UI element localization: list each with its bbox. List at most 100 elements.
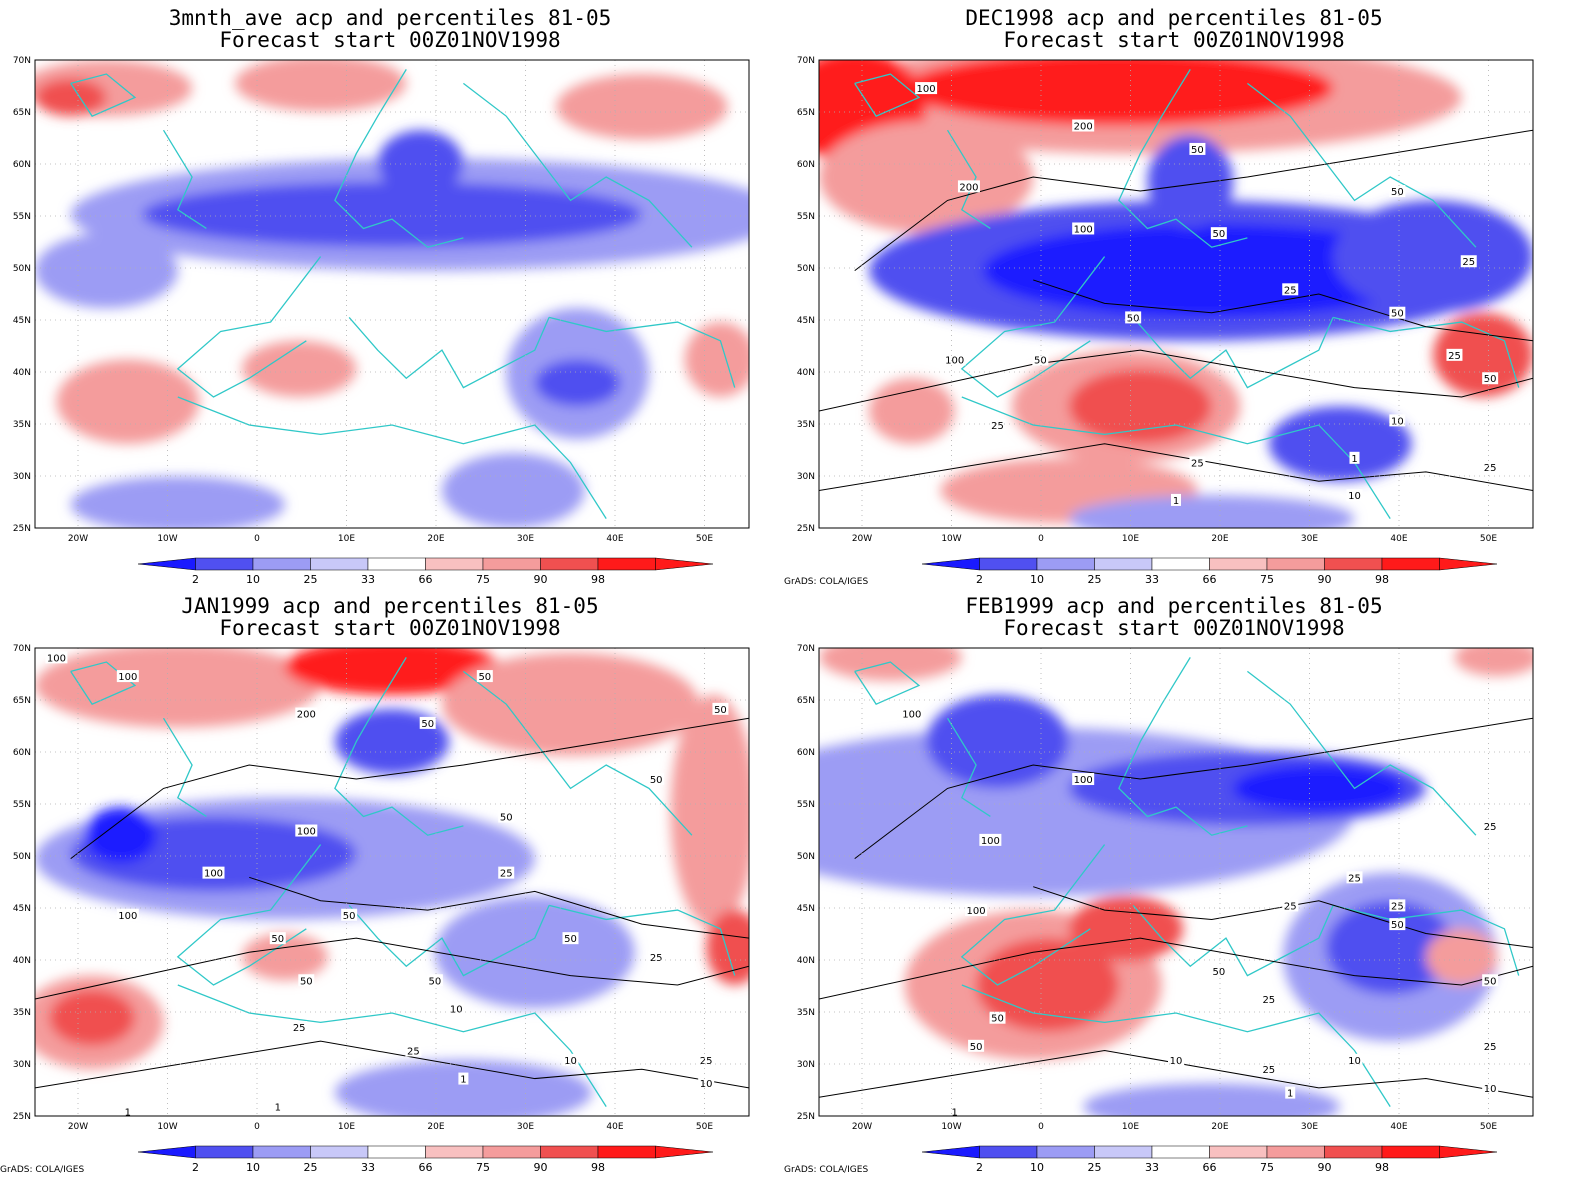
colorbar-segment xyxy=(1266,1145,1325,1159)
coastline xyxy=(177,396,607,519)
latitude-tick-label: 25N xyxy=(797,1112,815,1122)
contour-line xyxy=(35,937,749,1000)
colorbar-label: 25 xyxy=(304,1161,318,1174)
latitude-tick-label: 30N xyxy=(797,1060,815,1070)
latitude-tick-label: 50N xyxy=(13,852,31,862)
contour-line xyxy=(819,1049,1533,1098)
coastlines xyxy=(70,69,736,519)
colorbar-label: 66 xyxy=(419,573,433,586)
contour-line xyxy=(1033,279,1533,342)
latitude-tick-label: 40N xyxy=(797,368,815,378)
anomaly-region xyxy=(434,896,635,1009)
anomaly-region xyxy=(234,60,407,112)
anomaly-region xyxy=(56,359,200,444)
coastline xyxy=(177,984,607,1107)
contour-label: 50 xyxy=(421,719,434,730)
contour-label: 50 xyxy=(1034,356,1047,367)
contour-label: 100 xyxy=(47,653,66,664)
longitude-tick-label: 50E xyxy=(696,1122,713,1132)
contour-label: 10 xyxy=(1348,1056,1361,1067)
contour-labels: 100 200 200 50 100 50 50 25 25 50 50 100 50 25 50 10 25 2… xyxy=(915,82,1499,507)
colorbar-segment xyxy=(1036,1145,1095,1159)
contour-label: 50 xyxy=(1212,229,1225,240)
colorbar-segment xyxy=(195,557,254,571)
contour-label: 100 xyxy=(1074,775,1093,786)
latitude-tick-label: 55N xyxy=(13,212,31,222)
colorbar-label: 25 xyxy=(304,573,318,586)
contour-label: 10 xyxy=(1170,1056,1183,1067)
longitude-tick-label: 20E xyxy=(427,1122,444,1132)
latitude-tick-label: 35N xyxy=(797,420,815,430)
colorbar-segment xyxy=(540,557,599,571)
colorbar-arrow-high xyxy=(655,1145,714,1159)
contour-label: 50 xyxy=(1484,374,1497,385)
latitude-tick-label: 65N xyxy=(13,108,31,118)
coastline xyxy=(176,256,322,398)
contour-label: 50 xyxy=(1391,309,1404,320)
latitude-tick-label: 50N xyxy=(797,852,815,862)
latitude-tick-label: 60N xyxy=(13,748,31,758)
colorbar-label: 90 xyxy=(1318,573,1332,586)
coastline xyxy=(334,657,464,836)
longitude-tick-label: 10E xyxy=(338,1122,355,1132)
contour-line xyxy=(249,876,749,939)
longitude-tick-label: 40E xyxy=(1390,534,1407,544)
contour-label: 50 xyxy=(1191,145,1204,156)
panel-title: DEC1998 acp and percentiles 81-05 xyxy=(965,6,1383,30)
coastline xyxy=(334,69,464,248)
contour-label: 50 xyxy=(564,934,577,945)
contour-label: 10 xyxy=(564,1056,577,1067)
contour-line xyxy=(819,443,1533,492)
latitude-tick-label: 70N xyxy=(13,56,31,66)
contour-label: 1 xyxy=(1351,454,1357,465)
coastline xyxy=(854,73,921,117)
colorbar-segment xyxy=(252,557,311,571)
contour-lines xyxy=(819,717,1533,1098)
colorbar: 2 10 25 33 66 75 90 98 xyxy=(921,1145,1498,1174)
contour-label: 50 xyxy=(271,934,284,945)
contour-label: 50 xyxy=(300,976,313,987)
longitude-tick-label: 20W xyxy=(68,534,88,544)
latitude-tick-label: 60N xyxy=(797,748,815,758)
map-frame xyxy=(818,647,1534,1117)
latitude-tick-label: 45N xyxy=(797,904,815,914)
contour-label: 1 xyxy=(1287,1089,1293,1100)
latitude-tick-label: 70N xyxy=(13,644,31,654)
colorbar-segment xyxy=(1324,1145,1383,1159)
contour-label: 100 xyxy=(118,672,137,683)
contour-label: 25 xyxy=(293,1023,306,1034)
contour-label: 200 xyxy=(1074,122,1093,133)
coastline xyxy=(946,129,991,230)
colorbar-segment xyxy=(1151,557,1210,571)
colorbar-label: 66 xyxy=(419,1161,433,1174)
coastline xyxy=(70,661,137,705)
contour-label: 50 xyxy=(343,911,356,922)
anomaly-region xyxy=(142,181,642,248)
contour-label: 50 xyxy=(1127,313,1140,324)
colorbar-segment xyxy=(252,1145,311,1159)
contour-line xyxy=(854,717,1533,859)
colorbar-label: 75 xyxy=(476,1161,490,1174)
contour-line xyxy=(1033,886,1533,949)
contour-label: 50 xyxy=(478,672,491,683)
colorbar-segment xyxy=(979,1145,1038,1159)
coastline xyxy=(1247,82,1477,248)
contour-label: 25 xyxy=(500,869,513,880)
anomaly-region xyxy=(983,223,1441,318)
anomaly-region xyxy=(377,130,464,196)
colorbar-arrow-low xyxy=(137,1145,196,1159)
coastline xyxy=(960,844,1106,986)
longitude-tick-label: 20W xyxy=(68,1122,88,1132)
map-frame xyxy=(34,59,750,529)
anomaly-region xyxy=(35,648,321,728)
contour-label: 1 xyxy=(951,1107,957,1118)
contour-label: 100 xyxy=(945,356,964,367)
latitude-tick-label: 50N xyxy=(797,264,815,274)
colorbar-segment xyxy=(195,1145,254,1159)
colorbar-label: 2 xyxy=(976,1161,983,1174)
anomaly-field xyxy=(819,60,1533,528)
latitude-tick-label: 55N xyxy=(797,800,815,810)
colorbar-label: 33 xyxy=(1145,573,1159,586)
anomaly-region xyxy=(441,652,700,756)
longitude-tick-label: 50E xyxy=(1480,534,1497,544)
